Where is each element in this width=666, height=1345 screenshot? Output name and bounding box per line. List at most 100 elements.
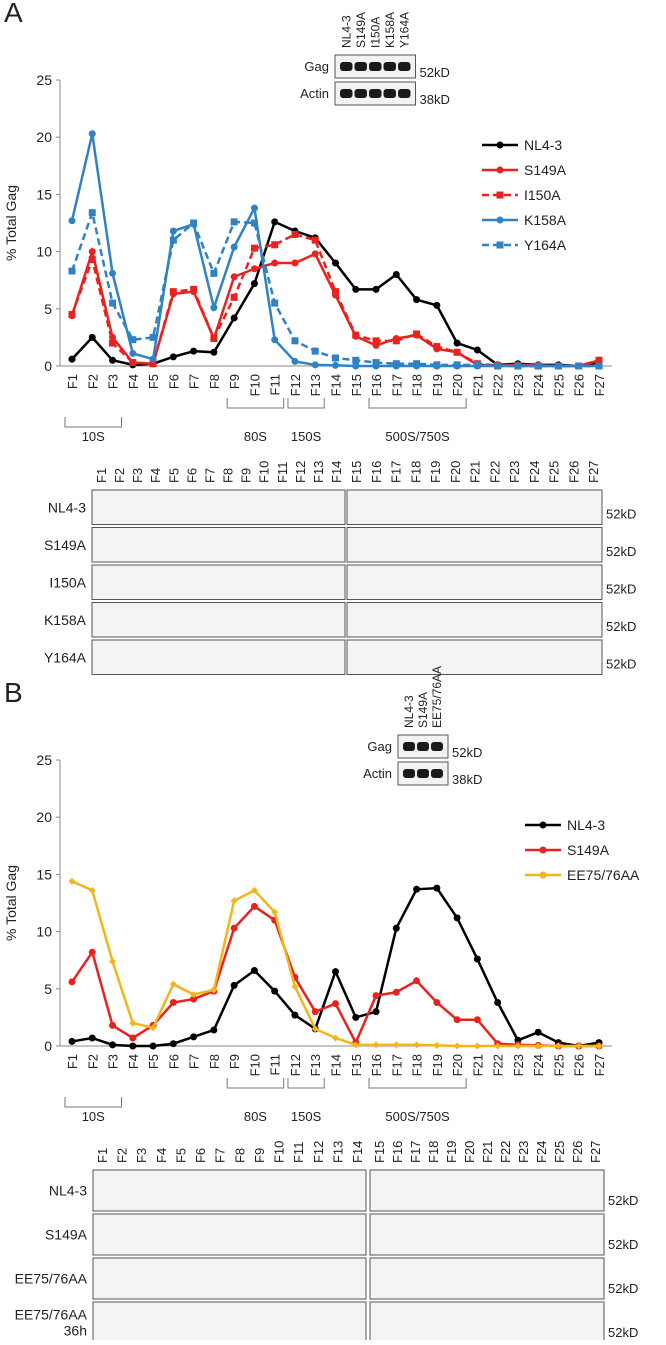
inset-marker: 52kD [420, 65, 450, 80]
point [332, 259, 339, 267]
blot-lane-label: F21 [468, 461, 483, 483]
inset-band [383, 89, 396, 98]
x-tick-label: F19 [430, 374, 445, 396]
inset-band [431, 742, 443, 751]
point [271, 218, 279, 226]
x-tick-label: F12 [288, 1054, 303, 1076]
x-tick-label: F4 [126, 1054, 141, 1069]
point [494, 362, 502, 370]
blot-marker: 52kD [606, 507, 636, 522]
y-tick-label: 0 [44, 358, 52, 374]
point [392, 360, 400, 368]
y-axis-label: % Total Gag [3, 865, 19, 941]
point [68, 267, 76, 275]
point [311, 361, 319, 369]
point [169, 980, 177, 988]
x-tick-label: F6 [166, 1054, 181, 1069]
point [413, 977, 421, 985]
blot-lane-label: F13 [311, 461, 326, 483]
blot-right [369, 1213, 605, 1256]
point [554, 362, 562, 370]
point [68, 877, 76, 885]
point [392, 1041, 400, 1049]
blot-left [91, 489, 346, 525]
blot-lane-label: F10 [272, 1141, 287, 1163]
inset-band [354, 62, 367, 71]
blot-right [346, 527, 603, 563]
blot-row-label: S149A [44, 537, 87, 553]
inset-lane-label: S149A [416, 692, 430, 728]
point [271, 241, 279, 249]
point [190, 995, 198, 1003]
legend-marker [539, 846, 547, 854]
inset-band [431, 769, 443, 778]
x-tick-label: F15 [349, 1054, 364, 1076]
inset-row-label: Gag [367, 739, 392, 754]
blot-right [346, 639, 603, 675]
blot-marker: 52kD [606, 544, 636, 559]
blot-lane-label: F5 [166, 468, 181, 483]
x-tick-label: F8 [207, 374, 222, 389]
point [433, 999, 441, 1007]
blot-left [92, 1213, 367, 1256]
point [210, 1026, 218, 1034]
blot-lane-label: F26 [566, 461, 581, 483]
x-tick-label: F13 [308, 374, 323, 396]
blot-row-label: S149A [45, 1227, 88, 1243]
point [129, 1042, 137, 1050]
point [575, 362, 583, 370]
x-tick-label: F20 [450, 374, 465, 396]
point [230, 924, 238, 932]
blot-lane-label: F15 [372, 1141, 387, 1163]
blot-lane-label: F19 [428, 461, 443, 483]
legend-label: I150A [524, 187, 561, 203]
point [149, 360, 157, 368]
blot-right [369, 1301, 605, 1344]
blot-right [346, 602, 603, 638]
y-tick-label: 5 [44, 981, 52, 997]
inset-band [403, 742, 415, 751]
point [210, 335, 218, 343]
bracket [287, 398, 325, 409]
panel-label: B [4, 677, 23, 708]
point [433, 361, 441, 369]
point [311, 1008, 319, 1016]
blot-lane-label: F16 [369, 461, 384, 483]
point [352, 331, 360, 339]
series-line [70, 246, 600, 368]
blot-lane-label: F1 [95, 1148, 110, 1163]
blot-lane-label: F15 [349, 461, 364, 483]
x-tick-label: F21 [470, 374, 485, 396]
point [190, 991, 198, 999]
point [473, 955, 481, 963]
blot-lane-label: F4 [148, 468, 163, 483]
blot-lane-label: F2 [112, 468, 127, 483]
point [169, 999, 177, 1007]
y-tick-label: 5 [44, 301, 52, 317]
x-tick-label: F27 [592, 1054, 607, 1076]
sedimentation-label: 80S [244, 1109, 267, 1124]
inset-lane-label: Y164A [397, 12, 411, 48]
inset-lane-label: K158A [383, 12, 397, 48]
inset-band [340, 62, 353, 71]
blot-lane-label: F27 [588, 1141, 603, 1163]
point [291, 1011, 299, 1019]
x-tick-label: F2 [85, 374, 100, 389]
point [129, 349, 137, 357]
blot-lane-label: F20 [448, 461, 463, 483]
blot-lane-label: F3 [134, 1148, 149, 1163]
x-tick-label: F2 [85, 1054, 100, 1069]
x-tick-label: F9 [227, 374, 242, 389]
point [413, 1041, 421, 1049]
blot-lane-label: F12 [311, 1141, 326, 1163]
point [494, 999, 502, 1007]
blot-lane-label: F19 [444, 1141, 459, 1163]
inset-row-label: Actin [363, 766, 392, 781]
x-tick-label: F8 [207, 1054, 222, 1069]
x-tick-label: F7 [187, 374, 202, 389]
legend-marker [496, 166, 504, 174]
blot-lane-label: F8 [232, 1148, 247, 1163]
point [250, 265, 258, 273]
point [372, 359, 380, 367]
